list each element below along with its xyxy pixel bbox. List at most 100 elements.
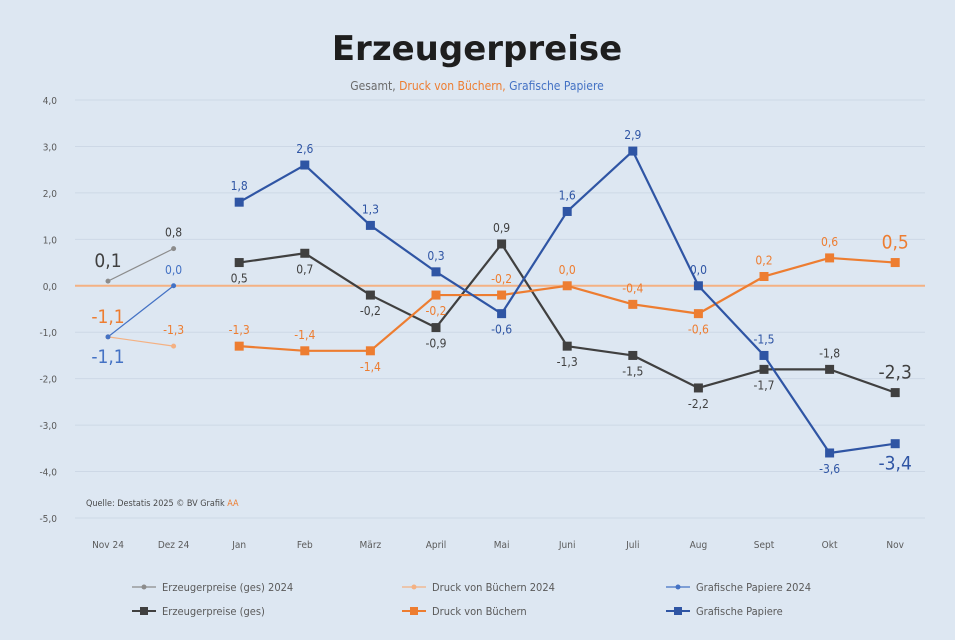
data-label: 0,7 — [296, 262, 313, 276]
subtitle-part-papiere: Grafische Papiere — [509, 79, 604, 93]
data-point — [105, 278, 111, 284]
y-tick-label: -5,0 — [39, 514, 57, 525]
data-label: -2,2 — [688, 397, 709, 411]
data-label: -1,5 — [622, 364, 643, 378]
x-tick-label: Nov — [886, 540, 904, 551]
data-label: 1,6 — [559, 188, 576, 202]
x-tick-label: Dez 24 — [158, 540, 190, 551]
data-label: 0,9 — [493, 221, 510, 235]
data-label: -3,4 — [879, 453, 912, 475]
legend-marker — [411, 584, 417, 590]
data-point — [562, 341, 572, 351]
data-point — [693, 383, 703, 393]
data-label: -1,8 — [819, 346, 840, 360]
data-label: -0,6 — [688, 323, 709, 337]
data-point — [890, 258, 900, 268]
legend-label: Erzeugerpreise (ges) — [162, 605, 265, 618]
x-tick-label: Okt — [822, 540, 838, 551]
legend-marker — [141, 584, 147, 590]
data-point — [693, 281, 703, 291]
data-label: -1,1 — [91, 306, 124, 328]
data-label: 0,1 — [94, 250, 121, 272]
data-point — [431, 323, 441, 333]
data-label: -1,5 — [753, 332, 774, 346]
series-line-0 — [107, 248, 174, 282]
data-label: -1,3 — [229, 323, 250, 337]
legend-label: Druck von Büchern — [432, 605, 527, 618]
data-point — [628, 146, 638, 156]
data-label: 0,6 — [821, 235, 838, 249]
x-tick-label: Juli — [625, 540, 639, 551]
data-point — [300, 248, 310, 258]
y-tick-label: 2,0 — [43, 189, 58, 200]
legend-item: Erzeugerpreise (ges) — [132, 605, 265, 618]
data-point — [628, 350, 638, 360]
data-label: -1,4 — [360, 360, 381, 374]
data-label: 0,5 — [882, 232, 909, 254]
data-label: -0,4 — [622, 281, 643, 295]
data-point — [759, 271, 769, 281]
data-point — [105, 334, 111, 340]
data-point — [234, 341, 244, 351]
legend-item: Grafische Papiere — [666, 605, 783, 618]
data-label: -2,3 — [879, 362, 912, 384]
data-point — [497, 309, 507, 319]
legend-label: Erzeugerpreise (ges) 2024 — [162, 581, 293, 594]
data-point — [890, 439, 900, 449]
x-tick-label: Aug — [690, 540, 708, 551]
data-point — [562, 281, 572, 291]
data-label: -1,1 — [91, 346, 124, 368]
data-label: -0,2 — [425, 304, 446, 318]
source-text: Quelle: Destatis 2025 © BV Grafik — [86, 499, 227, 509]
data-label: 2,6 — [296, 142, 313, 156]
data-label: -3,6 — [819, 462, 840, 476]
data-label: 0,3 — [427, 249, 444, 263]
chart-title: Erzeugerpreise — [332, 29, 622, 69]
y-tick-label: -4,0 — [39, 468, 57, 479]
source-note: Quelle: Destatis 2025 © BV Grafik AA — [86, 499, 239, 509]
subtitle-part-druck: Druck von Büchern, — [399, 79, 509, 93]
data-point — [171, 343, 177, 349]
data-label: 1,3 — [362, 202, 379, 216]
data-label: -0,9 — [425, 337, 446, 351]
y-tick-label: 0,0 — [43, 282, 58, 293]
data-point — [365, 290, 375, 300]
data-label: -0,2 — [360, 304, 381, 318]
data-point — [431, 267, 441, 277]
data-point — [759, 350, 769, 360]
x-tick-label: Jan — [231, 540, 246, 551]
y-tick-label: 1,0 — [43, 235, 58, 246]
data-point — [890, 388, 900, 398]
x-tick-label: Juni — [558, 540, 576, 551]
y-tick-label: -1,0 — [39, 328, 57, 339]
data-point — [497, 290, 507, 300]
series-line-1 — [107, 336, 174, 347]
data-point — [825, 448, 835, 458]
legend-item: Druck von Büchern 2024 — [402, 581, 555, 594]
data-label: 0,8 — [165, 226, 182, 240]
data-labels: 0,1 0,8 -1,1 -1,3 -1,1 0,0 0,5 0,7 -0,2 -0,9 0,9 -1… — [91, 128, 912, 476]
data-label: -0,6 — [491, 323, 512, 337]
data-point — [300, 346, 310, 356]
data-label: 0,0 — [690, 263, 707, 277]
x-axis: Nov 24 Dez 24 Jan Feb März April Mai Juni Juli Au… — [92, 540, 905, 551]
data-label: -0,2 — [491, 272, 512, 286]
data-label: 0,5 — [231, 272, 248, 286]
legend-label: Grafische Papiere 2024 — [696, 581, 811, 594]
legend-marker — [675, 584, 681, 590]
data-point — [300, 160, 310, 170]
data-label: 0,0 — [165, 263, 182, 277]
data-point — [234, 258, 244, 268]
legend-marker — [140, 607, 148, 615]
data-label: -1,3 — [163, 323, 184, 337]
data-label: 0,2 — [755, 253, 772, 267]
data-point — [171, 246, 177, 252]
x-tick-label: Feb — [297, 540, 313, 551]
x-tick-label: März — [360, 540, 382, 551]
y-axis: 4,0 3,0 2,0 1,0 0,0 -1,0 -2,0 -3,0 -4,0 -5,0 — [39, 96, 57, 525]
series-line-2 — [107, 285, 174, 338]
subtitle-part-gesamt: Gesamt, — [350, 79, 399, 93]
legend: Erzeugerpreise (ges) 2024 Druck von Büche… — [132, 581, 811, 618]
